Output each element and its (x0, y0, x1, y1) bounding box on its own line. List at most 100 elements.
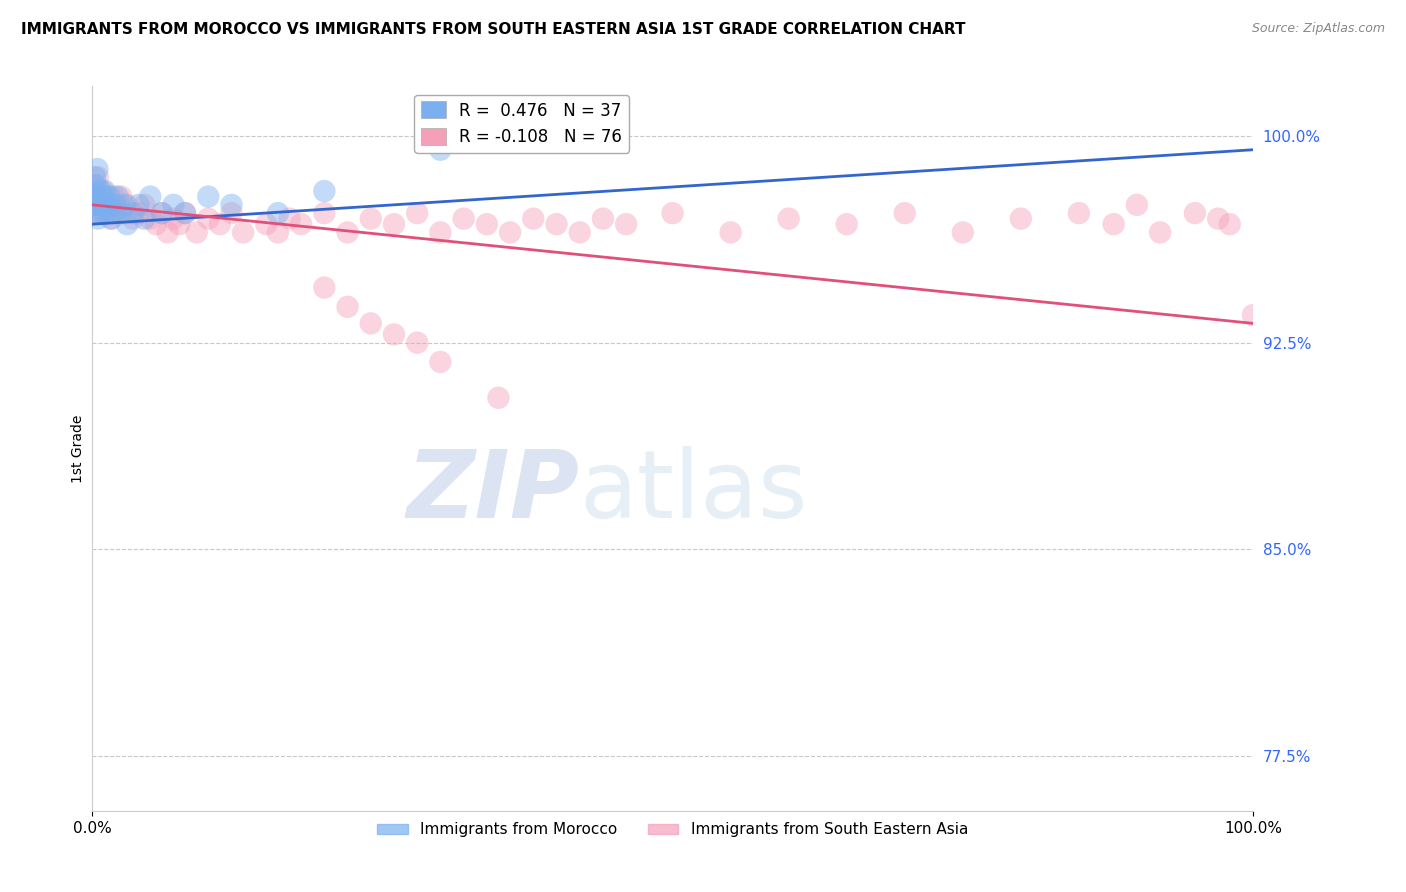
Point (89, 206, 111, 220)
Point (103, 189, 125, 203)
Point (150, 206, 173, 220)
Point (89, 189, 111, 203)
Point (429, 226, 451, 240)
Point (1010, 211, 1032, 226)
Point (100, 211, 122, 226)
Point (1241, 308, 1264, 322)
Point (267, 206, 290, 220)
Point (221, 198, 243, 212)
Point (453, 211, 475, 226)
Point (114, 206, 136, 220)
Point (406, 335, 429, 350)
Point (94, 189, 117, 203)
Point (314, 280, 336, 294)
Point (82, 206, 104, 220)
Point (186, 226, 208, 240)
Point (84, 198, 107, 212)
Point (91, 184, 114, 198)
Point (475, 217, 498, 231)
Text: atlas: atlas (579, 446, 808, 538)
Point (162, 211, 184, 226)
Point (568, 226, 591, 240)
Point (94, 206, 117, 220)
Point (139, 211, 162, 226)
Point (82, 189, 104, 203)
Point (104, 206, 127, 220)
Point (197, 189, 219, 203)
Text: Source: ZipAtlas.com: Source: ZipAtlas.com (1251, 22, 1385, 36)
Point (720, 226, 742, 240)
Point (110, 206, 132, 220)
Point (661, 206, 683, 220)
Point (90, 206, 112, 220)
Point (1067, 206, 1090, 220)
Point (254, 217, 277, 231)
Point (101, 211, 124, 226)
Point (94, 198, 117, 212)
Point (221, 206, 243, 220)
Point (1219, 217, 1241, 231)
Point (382, 217, 405, 231)
Point (167, 217, 190, 231)
Point (84, 198, 107, 212)
Point (174, 206, 197, 220)
Point (93, 206, 115, 220)
Point (614, 217, 637, 231)
Point (488, 391, 510, 405)
Point (1206, 211, 1229, 226)
Point (336, 226, 359, 240)
Point (1126, 198, 1149, 212)
Point (93, 198, 115, 212)
Point (360, 317, 382, 331)
Point (336, 300, 359, 314)
Point (83, 178, 105, 193)
Text: IMMIGRANTS FROM MOROCCO VS IMMIGRANTS FROM SOUTH EASTERN ASIA 1ST GRADE CORRELAT: IMMIGRANTS FROM MOROCCO VS IMMIGRANTS FR… (21, 22, 966, 37)
Point (592, 211, 614, 226)
Point (96, 206, 118, 220)
Point (86, 189, 108, 203)
Point (499, 226, 522, 240)
Point (522, 211, 544, 226)
Point (89, 198, 111, 212)
Point (128, 206, 150, 220)
Point (893, 206, 915, 220)
Point (128, 198, 150, 212)
Point (835, 217, 858, 231)
Point (174, 206, 197, 220)
Point (145, 217, 167, 231)
Point (546, 217, 568, 231)
Point (208, 217, 231, 231)
Point (110, 189, 132, 203)
Point (139, 189, 162, 203)
Point (84, 170, 107, 185)
Point (89, 184, 111, 198)
Point (97, 198, 120, 212)
Y-axis label: 1st Grade: 1st Grade (72, 415, 86, 483)
Point (156, 226, 179, 240)
Point (1102, 217, 1125, 231)
Point (87, 170, 110, 185)
Point (86, 189, 108, 203)
Point (91, 189, 114, 203)
Point (290, 217, 312, 231)
Point (197, 211, 219, 226)
Point (232, 226, 254, 240)
Point (104, 198, 127, 212)
Point (83, 189, 105, 203)
Point (115, 198, 138, 212)
Point (94, 184, 117, 198)
Point (162, 198, 184, 212)
Point (1184, 206, 1206, 220)
Point (83, 184, 105, 198)
Point (429, 143, 451, 157)
Point (114, 198, 136, 212)
Point (406, 206, 429, 220)
Point (267, 226, 290, 240)
Point (134, 198, 156, 212)
Point (98, 198, 121, 212)
Point (134, 211, 156, 226)
Point (121, 211, 143, 226)
Point (121, 206, 143, 220)
Point (98, 189, 121, 203)
Legend: Immigrants from Morocco, Immigrants from South Eastern Asia: Immigrants from Morocco, Immigrants from… (371, 816, 974, 844)
